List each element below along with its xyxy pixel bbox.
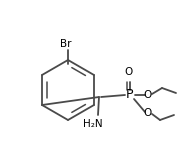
- Text: Br: Br: [60, 39, 72, 49]
- Text: O: O: [144, 90, 152, 100]
- Text: O: O: [144, 108, 152, 118]
- Text: H₂N: H₂N: [83, 119, 103, 129]
- Text: P: P: [126, 89, 134, 102]
- Text: O: O: [125, 67, 133, 77]
